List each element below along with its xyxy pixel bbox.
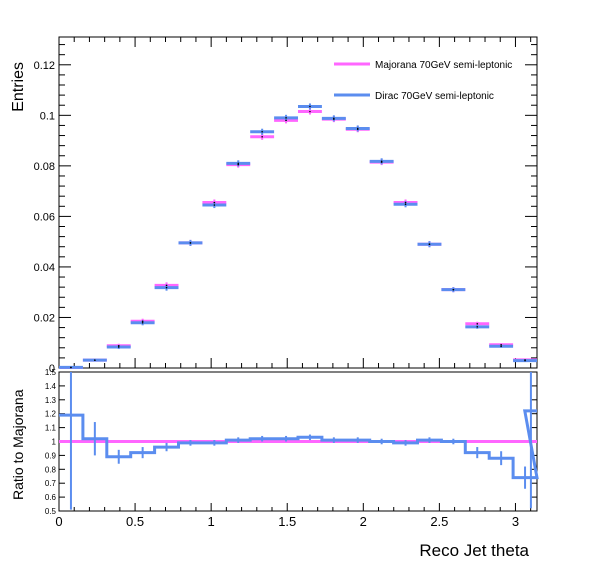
top-y-tick-label: 0.1	[40, 110, 55, 122]
bin-center-marker	[213, 204, 216, 206]
x-tick-label: 1.5	[278, 514, 296, 529]
bin-center-marker	[165, 286, 168, 289]
ratio-y-tick-label: 0.5	[45, 507, 57, 516]
top-y-tick-label: 0.06	[34, 211, 55, 223]
ratio-y-tick-label: 0.9	[45, 451, 57, 460]
bin-center-marker	[476, 322, 479, 325]
bottom-panel: 0.50.60.70.80.911.11.21.31.41.5 0 0.5 1 1.5…	[10, 368, 539, 560]
bin-center-marker	[380, 160, 383, 163]
bin-center-marker	[261, 130, 263, 133]
bin-center-marker	[404, 203, 407, 206]
bin-center-marker	[500, 345, 502, 348]
bin-center-marker	[189, 242, 192, 244]
x-tick-label: 0	[55, 514, 62, 529]
x-tick-label: 2	[360, 514, 367, 529]
bin-center-marker	[524, 359, 526, 362]
ratio-y-tick-label: 1.3	[45, 396, 57, 405]
top-y-axis-title: Entries	[10, 62, 27, 112]
ratio-step-line	[59, 409, 539, 480]
x-tick-label: 0.5	[126, 514, 144, 529]
bin-center-marker	[452, 288, 455, 291]
ratio-y-tick-label: 1.2	[45, 410, 57, 419]
bin-center-marker	[261, 136, 263, 138]
ratio-y-tick-label: 0.7	[45, 479, 57, 488]
ratio-x-axis: 0 0.5 1 1.5 2 2.5 3	[55, 503, 532, 529]
ratio-y-tick-label: 0.8	[45, 465, 57, 474]
ratio-y-tick-label: 1.5	[45, 368, 57, 377]
bin-center-marker	[333, 117, 335, 120]
ratio-y-tick-label: 0.6	[45, 493, 57, 502]
top-y-axis: 0.02 0.04 0.06 0.08 0.1 0.12 0	[34, 37, 537, 375]
bin-center-marker	[237, 163, 240, 166]
top-panel: 0.02 0.04 0.06 0.08 0.1 0.12 0 Entries Majoran…	[10, 36, 538, 375]
top-y-tick-label: 0.02	[34, 312, 55, 324]
ratio-y-tick-label: 1.1	[45, 424, 57, 433]
bin-center-marker	[356, 127, 359, 130]
ratio-y-tick-label: 1	[52, 438, 57, 447]
bin-center-marker	[94, 359, 96, 361]
bin-center-marker	[165, 284, 168, 287]
bin-center-marker	[213, 201, 216, 204]
bin-center-marker	[285, 117, 287, 119]
top-y-tick-label-zero: 0	[49, 363, 55, 375]
bin-center-marker	[309, 110, 311, 113]
top-y-tick-label: 0.12	[34, 60, 55, 72]
x-tick-label: 3	[512, 514, 519, 529]
bin-center-marker	[117, 346, 120, 348]
bin-center-marker	[404, 201, 407, 204]
x-tick-label: 1	[208, 514, 215, 529]
legend-label-dirac: Dirac 70GeV semi-leptonic	[375, 91, 494, 102]
bin-center-marker	[428, 243, 431, 245]
x-tick-label: 2.5	[430, 514, 448, 529]
bin-center-marker	[285, 119, 287, 122]
bin-center-marker	[141, 320, 144, 323]
bin-center-marker	[500, 343, 502, 346]
ratio-y-axis: 0.5 0.6 0.7 0.8 0.9 1 1.1 1.2 1.3 1.4 1.5	[45, 368, 537, 516]
top-y-tick-label: 0.04	[34, 262, 55, 274]
x-axis-title: Reco Jet theta	[419, 541, 529, 560]
legend-label-majorana: Majorana 70GeV semi-leptonic	[375, 60, 512, 71]
bin-center-marker	[237, 162, 240, 165]
legend: Majorana 70GeV semi-leptonic Dirac 70GeV…	[334, 60, 512, 102]
top-plot-frame	[58, 36, 538, 369]
bin-center-marker	[70, 366, 72, 369]
top-series-group	[59, 103, 537, 369]
ratio-series-group	[59, 372, 539, 510]
bin-center-marker	[117, 344, 120, 347]
ratio-y-tick-label: 1.4	[45, 382, 57, 391]
bin-center-marker	[309, 105, 311, 108]
top-y-tick-label: 0.08	[34, 161, 55, 173]
bin-center-marker	[476, 326, 479, 328]
bin-center-marker	[141, 321, 144, 324]
ratio-y-axis-title: Ratio to Majorana	[10, 389, 26, 500]
